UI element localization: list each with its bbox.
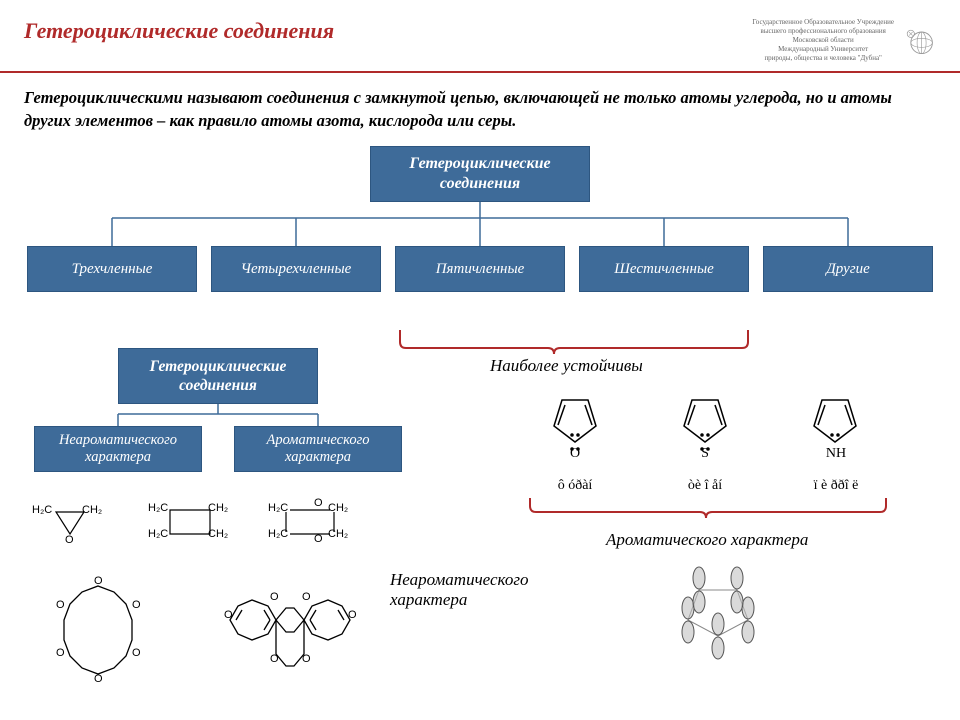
affil-line: природы, общества и человека "Дубна" [752, 54, 894, 63]
svg-text:O: O [302, 653, 311, 665]
svg-text:O: O [56, 599, 65, 611]
chem-label: H₂C [268, 528, 288, 540]
svg-text:O: O [302, 591, 311, 603]
tree1-leaf: Пятичленные [395, 246, 565, 292]
header: Гетероциклические соединения Государстве… [0, 0, 960, 73]
caption-most-stable: Наиболее устойчивы [490, 356, 643, 376]
tree2-root: Гетероциклические соединения [118, 348, 318, 404]
chem-label: O [314, 497, 323, 509]
svg-text:O: O [132, 599, 141, 611]
svg-text:O: O [94, 575, 103, 587]
caption-aromatic: Ароматического характера [606, 530, 808, 550]
classification-tree-2: Гетероциклические соединения Неароматиче… [24, 348, 384, 478]
chem-label: CH₂ [208, 502, 228, 514]
svg-text:O: O [270, 591, 279, 603]
svg-text:O: O [224, 609, 233, 621]
affil-line: Международный Университет [752, 45, 894, 54]
tree2-leaf: Неароматического характера [34, 426, 202, 472]
globe-icon [900, 23, 936, 59]
chem-label: H₂C [32, 504, 52, 516]
page-title: Гетероциклические соединения [24, 18, 334, 44]
tree1-leaf: Четырехчленные [211, 246, 381, 292]
chem-label: H₂C [268, 502, 288, 514]
ring-name: ï è ððî ë [800, 478, 872, 494]
affil-line: высшего профессионального образования [752, 27, 894, 36]
tree1-leaf: Другие [763, 246, 933, 292]
svg-text:O: O [94, 673, 103, 685]
ring-name: òè î åí [672, 478, 738, 494]
tree2-leaf: Ароматического характера [234, 426, 402, 472]
chem-label: CH₂ [328, 528, 348, 540]
chem-label: H₂C [148, 528, 168, 540]
svg-text:O: O [56, 647, 65, 659]
chem-label: CH₂ [82, 504, 102, 516]
tree1-leaf: Шестичленные [579, 246, 749, 292]
chem-label: CH₂ [328, 502, 348, 514]
svg-text:O: O [270, 653, 279, 665]
svg-text:O: O [132, 647, 141, 659]
chem-label: H₂C [148, 502, 168, 514]
tree1-root: Гетероциклические соединения [370, 146, 590, 202]
chem-label: O [65, 534, 74, 546]
caption-nonaromatic: Неароматического характера [390, 570, 560, 611]
classification-tree-1: Гетероциклические соединения Трехчленные… [24, 146, 936, 296]
affiliation: Государственное Образовательное Учрежден… [752, 18, 936, 63]
affil-line: Московской области [752, 36, 894, 45]
affil-line: Государственное Образовательное Учрежден… [752, 18, 894, 27]
ring-heteroatom: NH [822, 446, 850, 462]
definition-text: Гетероциклическими называют соединения с… [24, 87, 936, 132]
svg-text:O: O [348, 609, 357, 621]
ring-heteroatom: O [567, 446, 583, 462]
tree1-leaf: Трехчленные [27, 246, 197, 292]
ring-name: ô óðàí [545, 478, 605, 494]
chem-label: O [314, 533, 323, 545]
ring-heteroatom: S [697, 446, 713, 462]
chem-label: CH₂ [208, 528, 228, 540]
